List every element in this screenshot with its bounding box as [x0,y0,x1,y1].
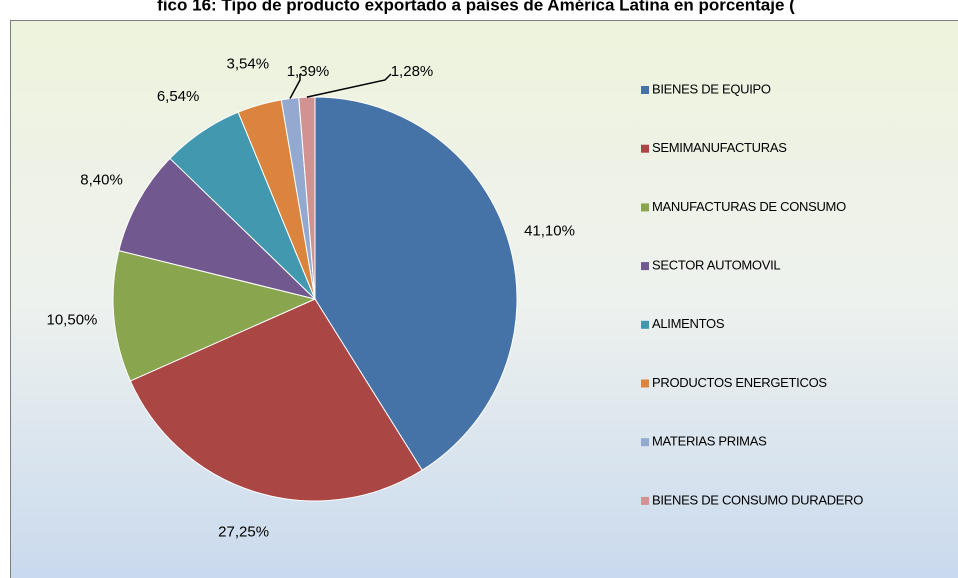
legend-label: ALIMENTOS [652,316,725,331]
data-label: 27,25% [218,523,269,540]
legend-swatch [641,144,649,153]
legend-label: SECTOR AUTOMOVIL [652,258,780,273]
legend-label: MANUFACTURAS DE CONSUMO [652,199,846,214]
leader-line [289,74,301,99]
legend-label: SEMIMANUFACTURAS [652,140,787,155]
legend-label: BIENES DE EQUIPO [652,81,771,96]
legend-label: PRODUCTOS ENERGETICOS [652,375,827,390]
data-label: 8,40% [80,172,123,189]
chart-title: fico 16: Tipo de producto exportado a pa… [157,0,795,14]
data-label: 3,54% [227,55,270,72]
legend-swatch [641,496,649,505]
data-label: 6,54% [157,88,200,105]
leader-line [306,73,392,98]
data-label: 1,39% [287,63,330,80]
data-label: 1,28% [391,63,434,80]
pie-slice [314,96,518,471]
pie-slice [129,298,423,502]
legend-swatch [641,379,649,388]
pie-slice [118,157,317,300]
legend-swatch [641,320,649,329]
legend-swatch [641,438,649,447]
pie-slice [112,250,317,382]
legend-label: BIENES DE CONSUMO DURADERO [652,492,863,507]
legend-label: MATERIAS PRIMAS [652,434,767,449]
legend-swatch [641,203,649,212]
data-label: 41,10% [524,223,575,240]
legend-swatch [641,86,649,94]
data-label: 10,50% [47,311,98,328]
legend-swatch [641,262,649,271]
